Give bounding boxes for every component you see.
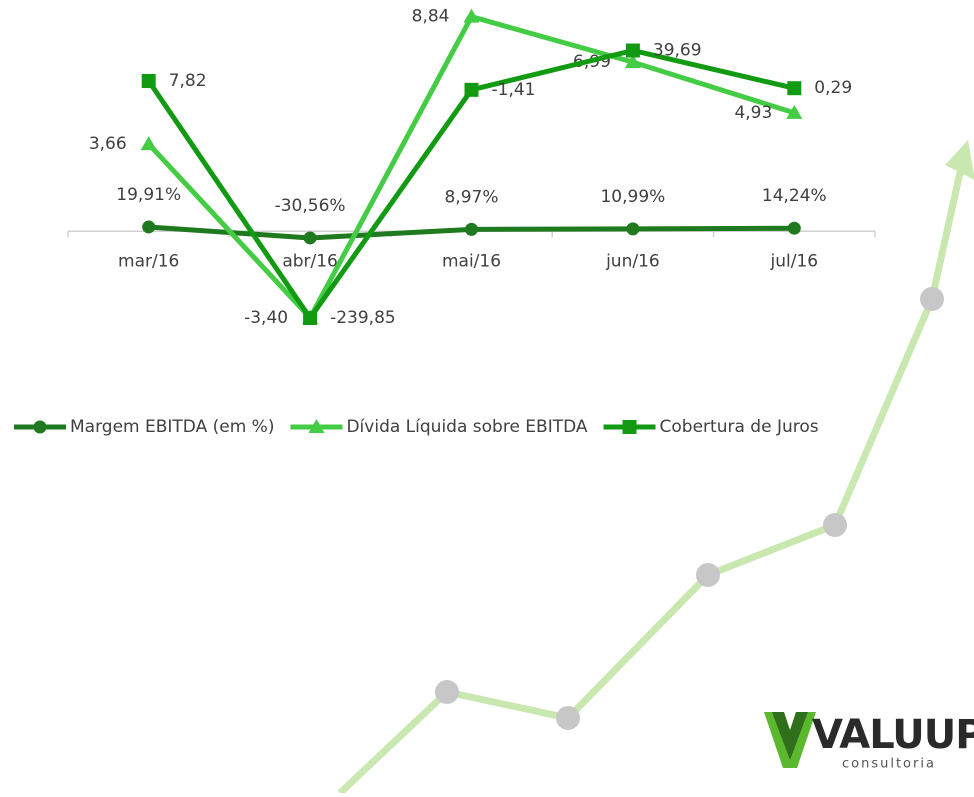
data-label: -30,56% <box>275 196 346 216</box>
x-tick-label: mar/16 <box>118 251 179 271</box>
data-label: -3,40 <box>244 308 288 328</box>
logo-text: VALUUP <box>812 712 974 758</box>
marker <box>465 222 478 236</box>
data-label: 14,24% <box>762 186 827 206</box>
data-label: 0,29 <box>814 78 852 98</box>
marker <box>787 81 802 96</box>
data-label: 4,93 <box>734 103 772 123</box>
marker <box>464 82 479 97</box>
marker <box>303 311 318 326</box>
legend-label: Cobertura de Juros <box>660 417 819 437</box>
data-label: -239,85 <box>330 308 396 328</box>
data-label: 3,66 <box>89 134 127 154</box>
data-label: 8,97% <box>444 187 498 207</box>
marker <box>787 221 801 235</box>
logo: VALUUP consultoria <box>764 712 974 772</box>
marker <box>624 54 641 69</box>
x-tick-label: abr/16 <box>282 251 338 271</box>
data-label: 19,91% <box>116 185 181 205</box>
logo-subtitle: consultoria <box>842 757 936 772</box>
legend-label: Margem EBITDA (em %) <box>70 417 274 437</box>
data-label: 8,84 <box>412 7 450 27</box>
marker <box>463 8 480 23</box>
data-label: -1,41 <box>492 80 536 100</box>
marker <box>140 136 157 151</box>
marker <box>303 231 317 245</box>
data-label: 7,82 <box>169 71 207 91</box>
marker <box>308 419 325 433</box>
marker <box>141 73 156 88</box>
marker <box>626 222 640 236</box>
x-tick-label: jul/16 <box>770 251 819 271</box>
marker <box>622 420 637 434</box>
series-line <box>146 14 796 321</box>
plot-area: mar/16 abr/16 mai/16 jun/16 jul/16 19,91% -30,… <box>14 7 876 437</box>
x-tick-label: mai/16 <box>442 251 501 271</box>
marker <box>625 43 640 58</box>
background-decoration <box>337 140 974 796</box>
data-label: 10,99% <box>600 187 665 207</box>
data-label: 39,69 <box>653 40 702 60</box>
legend-label: Dívida Líquida sobre EBITDA <box>346 417 587 437</box>
marker <box>142 220 156 234</box>
marker <box>786 104 803 119</box>
marker <box>33 420 47 434</box>
x-tick-label: jun/16 <box>605 251 660 271</box>
